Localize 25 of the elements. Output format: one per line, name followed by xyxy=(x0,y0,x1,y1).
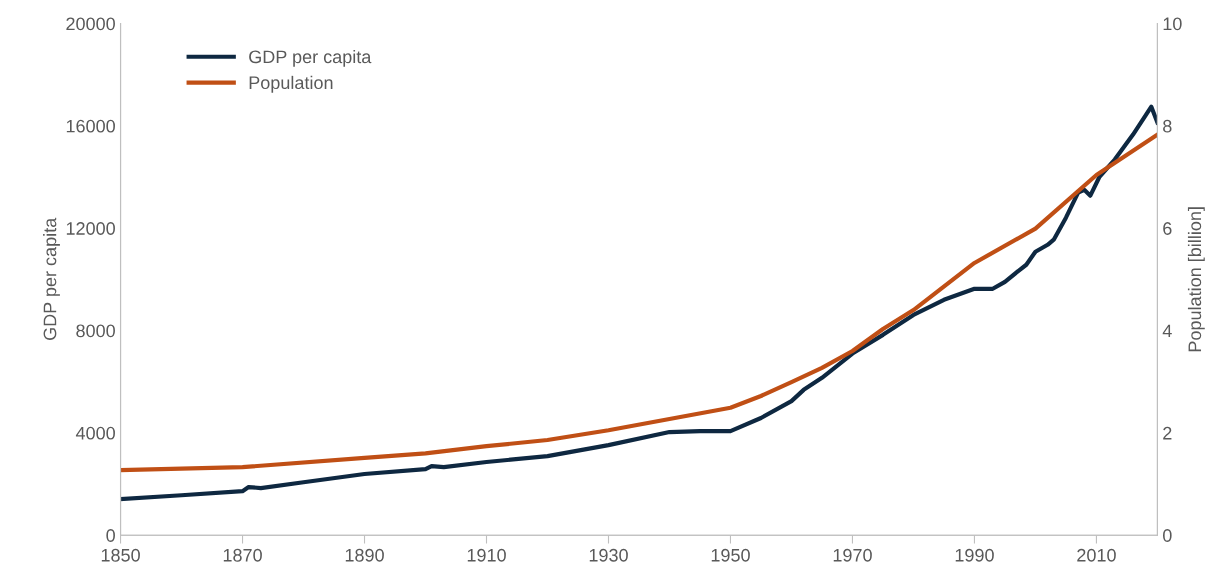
x-tick-label: 1990 xyxy=(955,548,994,562)
x-tick-label: 2010 xyxy=(1077,548,1116,562)
y2-tick-label: 0 xyxy=(1163,529,1172,542)
legend-label: Population xyxy=(249,75,333,93)
legend-label: GDP per capita xyxy=(249,49,372,67)
y-axis-title: GDP per capita xyxy=(43,217,60,340)
y-tick-label: 0 xyxy=(106,529,115,542)
x-tick-label: 1950 xyxy=(711,548,750,562)
x-tick-label: 1930 xyxy=(589,548,628,562)
y-tick-label: 8000 xyxy=(76,324,115,338)
x-tick-label: 1870 xyxy=(223,548,262,562)
y2-axis-title: Population [billion] xyxy=(1187,207,1205,352)
x-tick-label: 1850 xyxy=(101,548,140,562)
y-tick-label: 16000 xyxy=(66,119,115,133)
y2-tick-label: 10 xyxy=(1163,17,1182,31)
y2-tick-label: 2 xyxy=(1163,426,1172,440)
y-tick-label: 12000 xyxy=(66,222,115,235)
y-tick-label: 4000 xyxy=(75,426,115,440)
x-tick-label: 1910 xyxy=(467,548,506,562)
y2-tick-label: 4 xyxy=(1162,324,1172,338)
y2-tick-label: 8 xyxy=(1163,119,1172,133)
x-tick-label: 1970 xyxy=(833,548,872,562)
y2-tick-label: 6 xyxy=(1163,222,1172,235)
y-tick-label: 20000 xyxy=(66,17,115,31)
x-tick-label: 1890 xyxy=(345,548,384,562)
